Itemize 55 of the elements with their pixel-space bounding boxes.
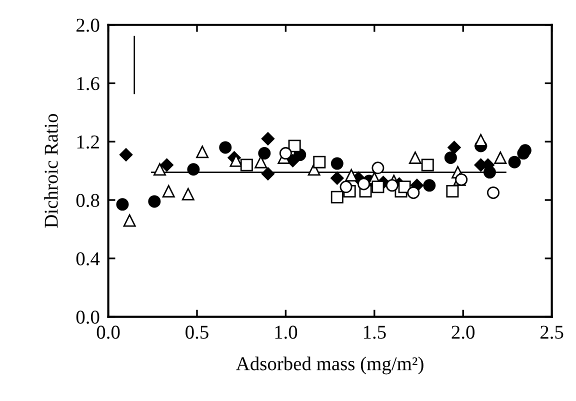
point xyxy=(421,158,434,172)
point xyxy=(162,185,175,198)
point xyxy=(508,156,521,168)
y-tick-label: 0.0 xyxy=(76,310,100,324)
point xyxy=(330,172,344,185)
point xyxy=(340,180,352,194)
x-tick-label: 1.5 xyxy=(364,326,386,339)
y-tick-label: 0.4 xyxy=(76,252,100,266)
point xyxy=(119,148,133,162)
point xyxy=(240,158,253,172)
point xyxy=(372,162,384,174)
point xyxy=(288,140,301,152)
point xyxy=(448,140,461,154)
point xyxy=(219,141,232,154)
point xyxy=(123,214,136,227)
point xyxy=(330,190,344,204)
y-tick-label: 1.6 xyxy=(77,77,100,90)
point xyxy=(494,151,507,164)
point xyxy=(474,134,488,146)
point xyxy=(407,186,420,199)
x-tick-label: 0.5 xyxy=(186,326,208,339)
point xyxy=(258,147,271,160)
point xyxy=(386,179,398,192)
point xyxy=(196,146,209,158)
point xyxy=(423,179,436,192)
x-tick-label: 2.5 xyxy=(540,326,564,339)
point xyxy=(261,167,275,180)
point xyxy=(116,198,129,211)
point xyxy=(487,186,500,199)
point xyxy=(153,163,166,176)
y-axis-title: Dichroic Ratio xyxy=(44,114,58,228)
point xyxy=(279,147,292,160)
point xyxy=(372,180,384,194)
point xyxy=(187,163,200,176)
point xyxy=(398,180,411,194)
point xyxy=(408,151,422,164)
y-tick-label: 0.8 xyxy=(76,194,100,208)
point xyxy=(517,147,530,160)
point xyxy=(148,195,161,208)
x-tick-label: 0.0 xyxy=(96,326,120,339)
x-axis-title: Adsorbed mass (mg/m²) xyxy=(236,356,424,374)
point xyxy=(455,173,468,186)
point xyxy=(182,188,194,200)
x-tick-label: 2.0 xyxy=(452,326,475,339)
point xyxy=(261,132,275,146)
point xyxy=(358,178,370,190)
y-tick-label: 1.2 xyxy=(77,136,99,149)
point xyxy=(313,156,326,168)
point xyxy=(254,156,268,168)
y-tick-label: 2.0 xyxy=(76,18,100,32)
point xyxy=(444,151,457,164)
x-tick-label: 1.0 xyxy=(275,326,298,339)
point xyxy=(330,157,344,170)
point xyxy=(446,185,459,198)
point xyxy=(160,158,174,172)
